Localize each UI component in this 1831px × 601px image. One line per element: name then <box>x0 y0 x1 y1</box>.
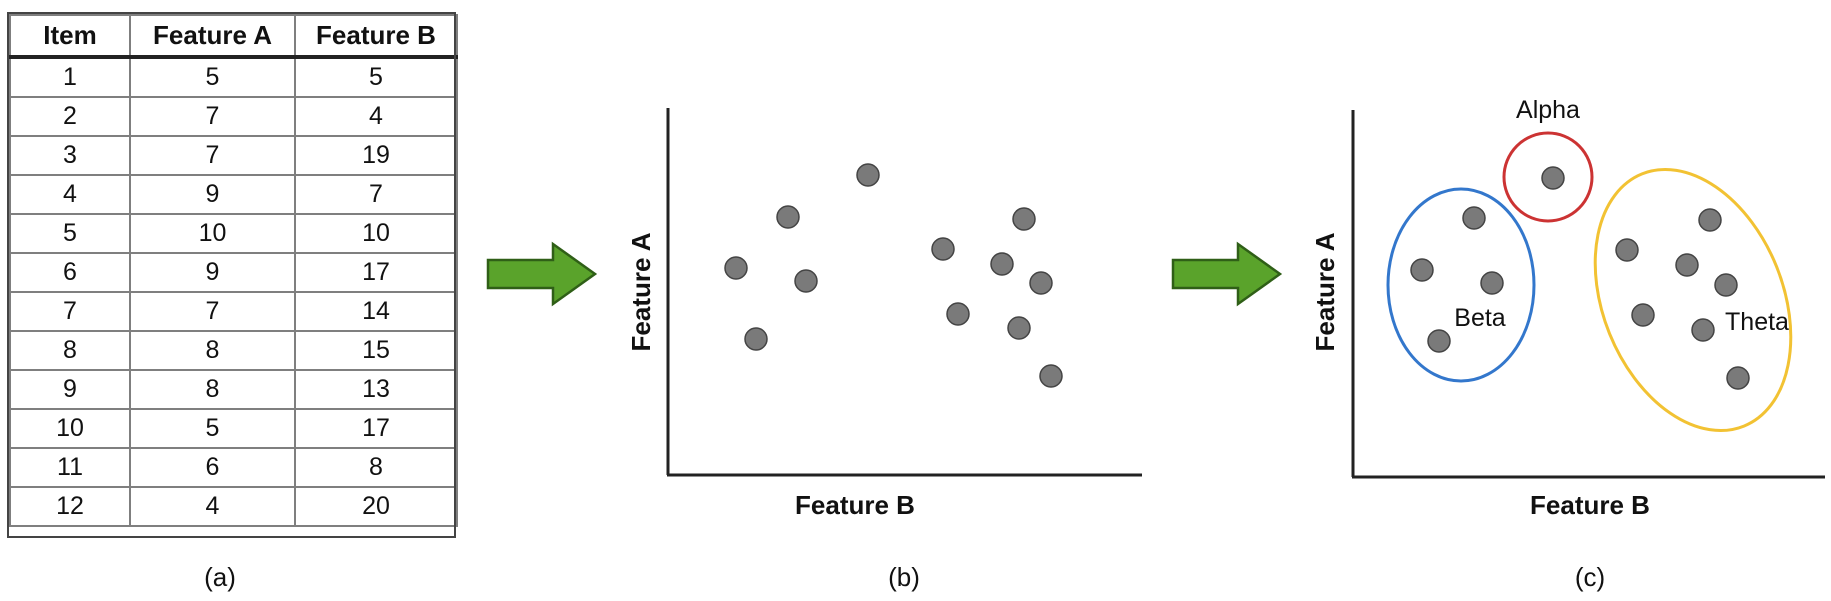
beta-label: Beta <box>1454 304 1506 332</box>
data-point <box>1675 253 1699 277</box>
data-point <box>794 269 818 293</box>
table-header-row: Item Feature A Feature B <box>9 14 458 59</box>
cell-item: 4 <box>9 174 131 215</box>
cell-feature-b: 15 <box>294 330 458 371</box>
data-point <box>1691 318 1715 342</box>
cell-feature-a: 8 <box>129 330 296 371</box>
table-row: 7 7 14 <box>9 291 458 332</box>
y-axis-label: Feature A <box>626 232 656 351</box>
data-point <box>1039 364 1063 388</box>
data-point <box>1029 271 1053 295</box>
cell-feature-a: 4 <box>129 486 296 527</box>
y-axis-label: Feature A <box>1310 232 1340 351</box>
cell-feature-a: 7 <box>129 96 296 137</box>
table-row: 12 4 20 <box>9 486 458 527</box>
cell-item: 3 <box>9 135 131 176</box>
cell-feature-b: 14 <box>294 291 458 332</box>
data-point <box>1631 303 1655 327</box>
theta-cluster-outline <box>1593 167 1793 433</box>
cell-feature-b: 19 <box>294 135 458 176</box>
cell-feature-b: 8 <box>294 447 458 488</box>
caption-b: (b) <box>888 562 920 592</box>
cell-feature-b: 17 <box>294 252 458 293</box>
header-feature-a: Feature A <box>129 14 296 59</box>
data-point <box>1462 206 1486 230</box>
cell-item: 5 <box>9 213 131 254</box>
data-point <box>1410 258 1434 282</box>
x-axis-label: Feature B <box>1530 490 1650 520</box>
data-point <box>1541 166 1565 190</box>
cell-feature-a: 6 <box>129 447 296 488</box>
cell-feature-a: 7 <box>129 291 296 332</box>
table-row: 9 8 13 <box>9 369 458 410</box>
cell-feature-b: 5 <box>294 56 458 98</box>
cell-feature-b: 10 <box>294 213 458 254</box>
cell-item: 11 <box>9 447 131 488</box>
beta-cluster-outline <box>1386 187 1536 383</box>
cell-feature-b: 17 <box>294 408 458 449</box>
cell-feature-a: 5 <box>129 56 296 98</box>
cell-item: 6 <box>9 252 131 293</box>
data-point <box>744 327 768 351</box>
cell-feature-b: 7 <box>294 174 458 215</box>
data-point <box>931 237 955 261</box>
data-point <box>776 205 800 229</box>
table-body: 1 5 5 2 7 4 3 7 19 4 9 7 5 10 10 6 9 17 7 7 14 8 8 15 9 8 13 10 5 17 1… <box>9 56 458 527</box>
data-table: Item Feature A Feature B 1 5 5 2 7 4 3 7 19 4 9 7 5 1… <box>9 14 458 527</box>
data-point <box>990 252 1014 276</box>
caption-c: (c) <box>1574 562 1606 592</box>
data-point <box>1726 366 1750 390</box>
header-feature-b: Feature B <box>294 14 458 59</box>
cell-feature-a: 9 <box>129 252 296 293</box>
cell-item: 8 <box>9 330 131 371</box>
data-point <box>1714 273 1738 297</box>
cell-feature-a: 8 <box>129 369 296 410</box>
data-point <box>1427 329 1451 353</box>
cell-item: 12 <box>9 486 131 527</box>
cell-feature-a: 7 <box>129 135 296 176</box>
table-row: 11 6 8 <box>9 447 458 488</box>
cell-item: 1 <box>9 56 131 98</box>
cell-feature-b: 20 <box>294 486 458 527</box>
points-group <box>724 163 1063 388</box>
caption-a: (a) <box>204 562 236 592</box>
table-row: 10 5 17 <box>9 408 458 449</box>
cell-feature-a: 9 <box>129 174 296 215</box>
table-row: 5 10 10 <box>9 213 458 254</box>
theta-label: Theta <box>1725 308 1789 336</box>
data-point <box>1480 271 1504 295</box>
cell-feature-a: 10 <box>129 213 296 254</box>
header-item: Item <box>9 14 131 59</box>
table-row: 3 7 19 <box>9 135 458 176</box>
data-point <box>724 256 748 280</box>
alpha-label: Alpha <box>1516 96 1580 124</box>
cell-item: 2 <box>9 96 131 137</box>
table-row: 6 9 17 <box>9 252 458 293</box>
data-point <box>1698 208 1722 232</box>
data-point <box>856 163 880 187</box>
alpha-cluster-outline <box>1502 131 1594 223</box>
cell-feature-a: 5 <box>129 408 296 449</box>
x-axis-label: Feature B <box>795 490 915 520</box>
cell-feature-b: 4 <box>294 96 458 137</box>
arrow-right-icon <box>486 241 598 307</box>
data-point <box>1012 207 1036 231</box>
data-point <box>1007 316 1031 340</box>
cell-feature-b: 13 <box>294 369 458 410</box>
cell-item: 9 <box>9 369 131 410</box>
points-group <box>1410 166 1750 390</box>
arrow-right-icon <box>1171 241 1283 307</box>
data-point <box>1615 238 1639 262</box>
cell-item: 7 <box>9 291 131 332</box>
data-point <box>946 302 970 326</box>
cell-item: 10 <box>9 408 131 449</box>
table-row: 8 8 15 <box>9 330 458 371</box>
